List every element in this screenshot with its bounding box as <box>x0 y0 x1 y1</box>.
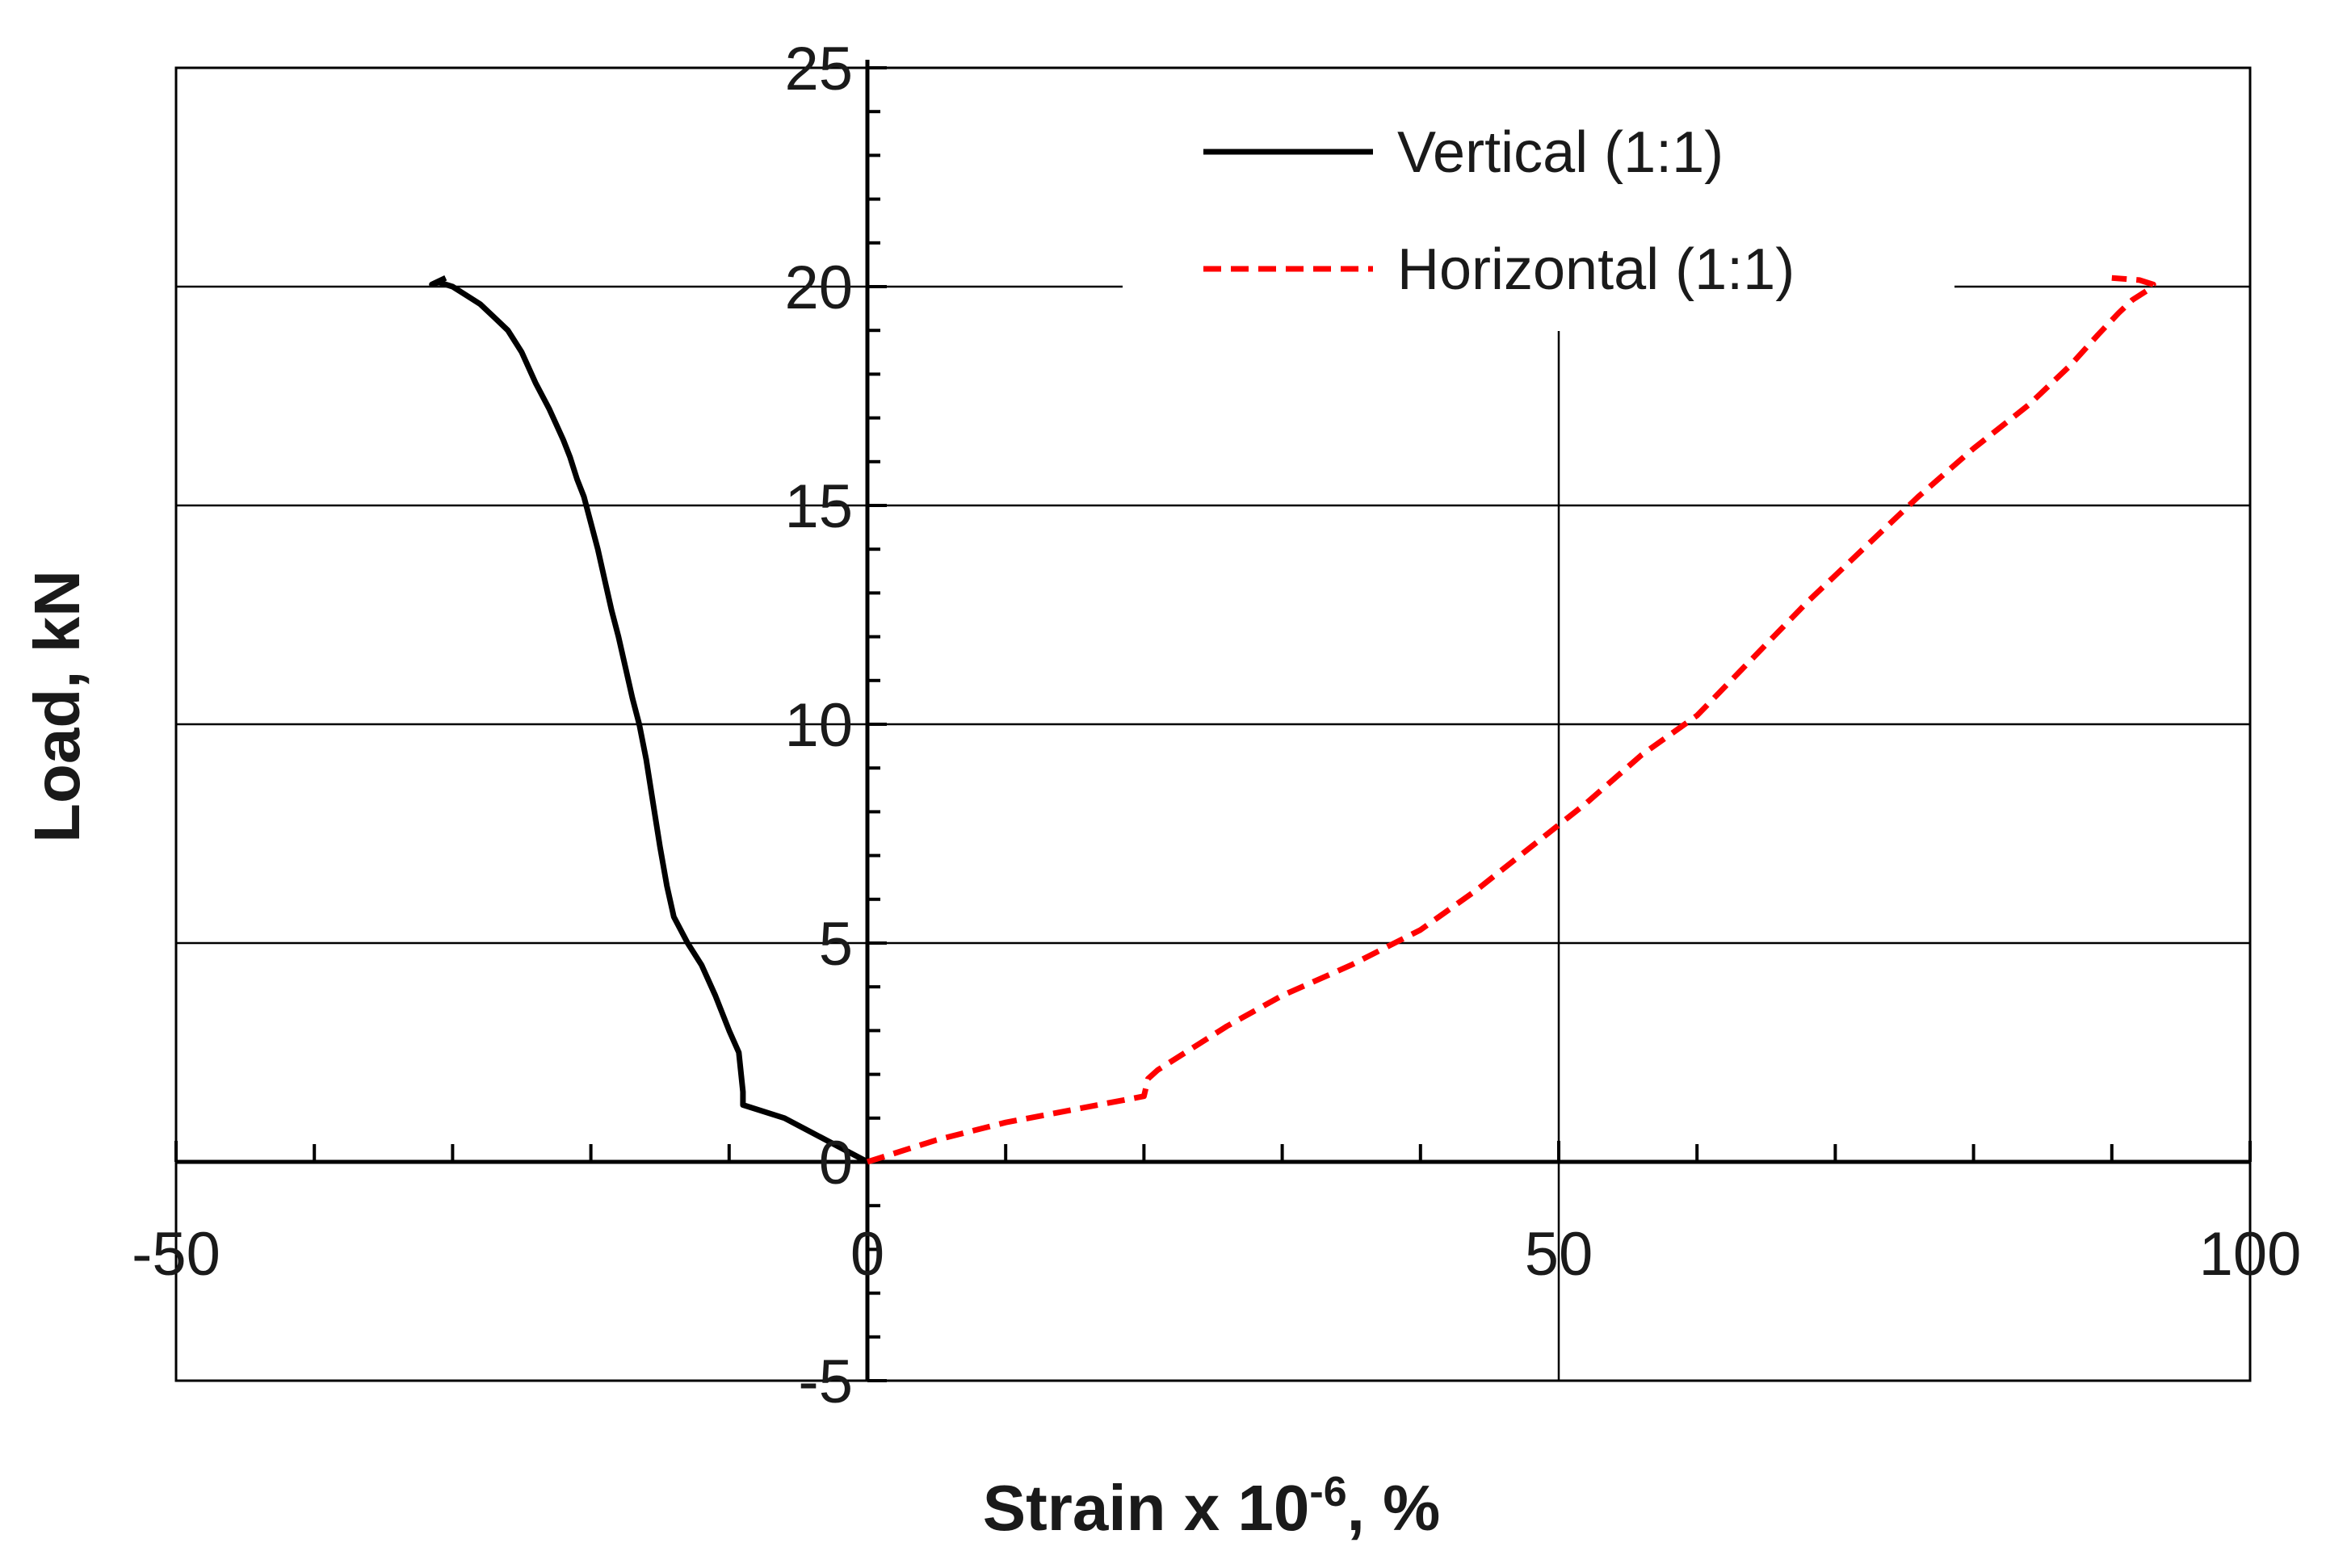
grid-lines <box>176 285 2250 1381</box>
x-tick-label: -50 <box>132 1220 220 1289</box>
x-axis-title-superscript: -6 <box>1309 1469 1346 1516</box>
y-tick-label: 20 <box>784 254 853 322</box>
x-axis-title: Strain x 10-6, % <box>983 1469 1441 1544</box>
series-line-vertical <box>429 275 869 1165</box>
legend-box <box>1123 97 1954 331</box>
y-tick-label: 5 <box>819 910 853 979</box>
legend-label-horizontal: Horizontal (1:1) <box>1397 237 1795 302</box>
y-tick-label: 15 <box>784 472 853 541</box>
y-tick-label: 0 <box>819 1129 853 1197</box>
y-axis-title: Load, kN <box>21 570 93 843</box>
x-tick-label: 100 <box>2199 1220 2302 1289</box>
y-tick-label: 25 <box>784 35 853 103</box>
x-axis-title-suffix: , % <box>1347 1472 1441 1544</box>
y-tick-label: -5 <box>798 1348 853 1416</box>
legend-label-vertical: Vertical (1:1) <box>1397 120 1724 185</box>
legend: Vertical (1:1) Horizontal (1:1) <box>1123 97 1954 331</box>
series-layer <box>429 275 2156 1165</box>
y-tick-label: 10 <box>784 691 853 760</box>
plot-frame <box>174 66 2252 1382</box>
x-axis-title-main: Strain x 10 <box>983 1472 1310 1544</box>
x-tick-label: 50 <box>1525 1220 1593 1289</box>
x-tick-label: 0 <box>850 1220 884 1289</box>
series-line-horizontal <box>866 275 2156 1165</box>
